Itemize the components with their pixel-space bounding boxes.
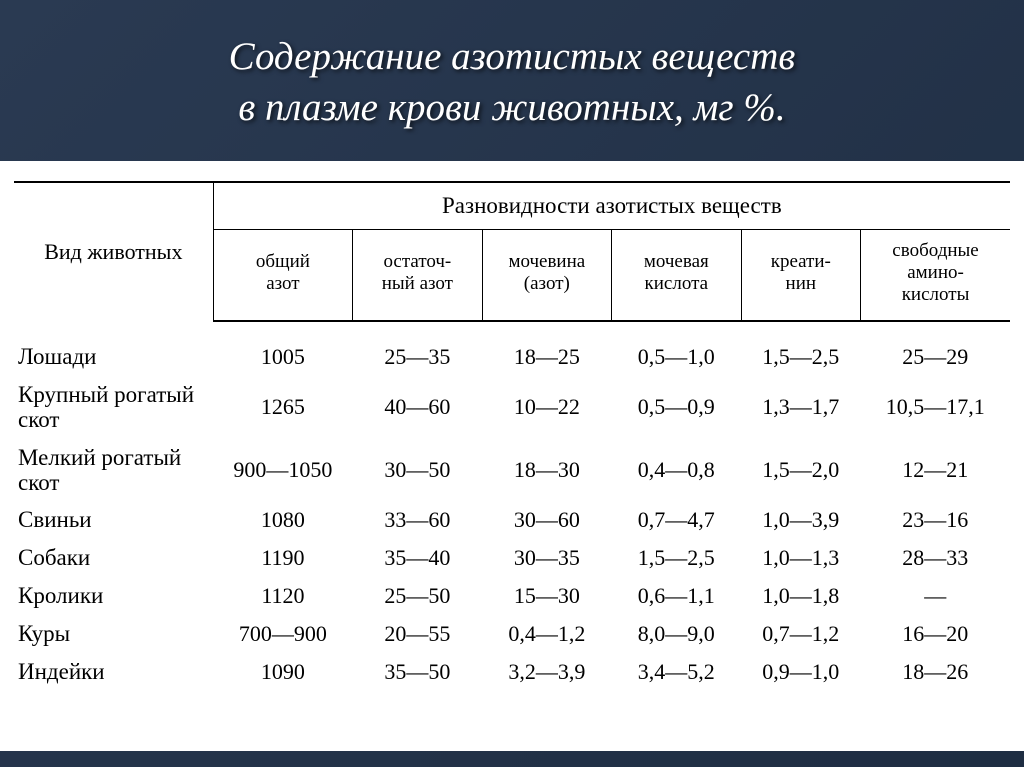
table-row: Собаки119035—4030—351,5—2,51,0—1,328—33 — [14, 539, 1010, 577]
cell: 18—30 — [482, 439, 611, 502]
row-label: Мелкий рогатый скот — [14, 439, 213, 502]
header-col-2: мочевина(азот) — [482, 230, 611, 321]
cell: 10,5—17,1 — [861, 376, 1010, 439]
cell: 16—20 — [861, 615, 1010, 653]
cell: 1005 — [213, 321, 352, 376]
cell: 0,4—1,2 — [482, 615, 611, 653]
cell: 0,7—1,2 — [741, 615, 861, 653]
cell: 30—60 — [482, 501, 611, 539]
cell: 1080 — [213, 501, 352, 539]
row-label: Лошади — [14, 321, 213, 376]
cell: 25—50 — [353, 577, 482, 615]
cell: 1,5—2,5 — [741, 321, 861, 376]
table-body: Лошади100525—3518—250,5—1,01,5—2,525—29К… — [14, 321, 1010, 691]
cell: — — [861, 577, 1010, 615]
table-row: Лошади100525—3518—250,5—1,01,5—2,525—29 — [14, 321, 1010, 376]
table-head: Вид животных Разновидности азотистых вещ… — [14, 182, 1010, 321]
title-line-1: Содержание азотистых веществ — [229, 35, 796, 78]
table-container: Вид животных Разновидности азотистых вещ… — [0, 161, 1024, 751]
cell: 35—50 — [353, 653, 482, 691]
cell: 40—60 — [353, 376, 482, 439]
cell: 0,5—1,0 — [612, 321, 741, 376]
cell: 33—60 — [353, 501, 482, 539]
cell: 0,7—4,7 — [612, 501, 741, 539]
cell: 1190 — [213, 539, 352, 577]
cell: 0,9—1,0 — [741, 653, 861, 691]
cell: 10—22 — [482, 376, 611, 439]
row-label: Собаки — [14, 539, 213, 577]
slide-title: Содержание азотистых веществ в плазме кр… — [0, 0, 1024, 153]
cell: 15—30 — [482, 577, 611, 615]
cell: 1,0—1,3 — [741, 539, 861, 577]
cell: 30—50 — [353, 439, 482, 502]
row-label: Кролики — [14, 577, 213, 615]
cell: 18—26 — [861, 653, 1010, 691]
cell: 25—29 — [861, 321, 1010, 376]
cell: 8,0—9,0 — [612, 615, 741, 653]
cell: 28—33 — [861, 539, 1010, 577]
cell: 1,5—2,5 — [612, 539, 741, 577]
nitrogen-table: Вид животных Разновидности азотистых вещ… — [14, 181, 1010, 691]
table-row: Свиньи108033—6030—600,7—4,71,0—3,923—16 — [14, 501, 1010, 539]
cell: 25—35 — [353, 321, 482, 376]
header-species: Вид животных — [14, 182, 213, 321]
header-col-4: креати-нин — [741, 230, 861, 321]
title-line-2: в плазме крови животных, мг %. — [238, 86, 785, 129]
header-col-3: мочеваякислота — [612, 230, 741, 321]
cell: 0,5—0,9 — [612, 376, 741, 439]
row-label: Свиньи — [14, 501, 213, 539]
table-row: Мелкий рогатый скот900—105030—5018—300,4… — [14, 439, 1010, 502]
header-col-5: свободныеамино-кислоты — [861, 230, 1010, 321]
cell: 3,4—5,2 — [612, 653, 741, 691]
cell: 1,0—3,9 — [741, 501, 861, 539]
cell: 20—55 — [353, 615, 482, 653]
table-row: Индейки109035—503,2—3,93,4—5,20,9—1,018—… — [14, 653, 1010, 691]
cell: 18—25 — [482, 321, 611, 376]
cell: 900—1050 — [213, 439, 352, 502]
cell: 700—900 — [213, 615, 352, 653]
cell: 1,5—2,0 — [741, 439, 861, 502]
cell: 1120 — [213, 577, 352, 615]
cell: 23—16 — [861, 501, 1010, 539]
table-row: Куры700—90020—550,4—1,28,0—9,00,7—1,216—… — [14, 615, 1010, 653]
table-row: Кролики112025—5015—300,6—1,11,0—1,8— — [14, 577, 1010, 615]
title-text: Содержание азотистых веществ в плазме кр… — [60, 32, 964, 133]
header-col-0: общийазот — [213, 230, 352, 321]
cell: 12—21 — [861, 439, 1010, 502]
cell: 1,0—1,8 — [741, 577, 861, 615]
header-col-1: остаточ-ный азот — [353, 230, 482, 321]
row-label: Индейки — [14, 653, 213, 691]
cell: 0,4—0,8 — [612, 439, 741, 502]
cell: 1090 — [213, 653, 352, 691]
cell: 30—35 — [482, 539, 611, 577]
row-label: Куры — [14, 615, 213, 653]
cell: 1265 — [213, 376, 352, 439]
cell: 3,2—3,9 — [482, 653, 611, 691]
cell: 0,6—1,1 — [612, 577, 741, 615]
table-row: Крупный рогатый скот126540—6010—220,5—0,… — [14, 376, 1010, 439]
cell: 1,3—1,7 — [741, 376, 861, 439]
header-group: Разновидности азотистых веществ — [213, 182, 1010, 230]
row-label: Крупный рогатый скот — [14, 376, 213, 439]
cell: 35—40 — [353, 539, 482, 577]
